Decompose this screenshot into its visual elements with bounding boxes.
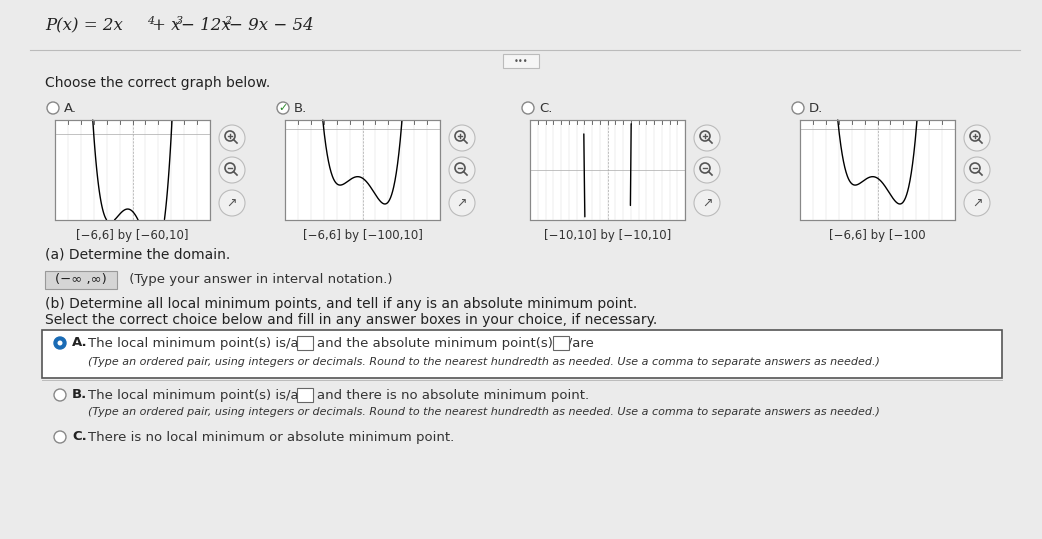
Text: C.: C. [72,431,86,444]
Circle shape [449,157,475,183]
Text: ↗: ↗ [456,197,467,210]
Text: [−6,6] by [−100,10]: [−6,6] by [−100,10] [302,230,422,243]
FancyBboxPatch shape [55,120,210,220]
Text: P(x) = 2x: P(x) = 2x [45,17,123,34]
Text: and the absolute minimum point(s) is/are: and the absolute minimum point(s) is/are [317,336,594,349]
FancyBboxPatch shape [297,336,313,350]
Text: (Type your answer in interval notation.): (Type your answer in interval notation.) [125,273,393,287]
Text: B.: B. [294,101,307,114]
Text: There is no local minimum or absolute minimum point.: There is no local minimum or absolute mi… [88,431,454,444]
Circle shape [792,102,804,114]
Text: B.: B. [72,389,88,402]
Circle shape [964,190,990,216]
Text: A.: A. [64,101,77,114]
Circle shape [694,125,720,151]
Text: (Type an ordered pair, using integers or decimals. Round to the nearest hundredt: (Type an ordered pair, using integers or… [88,407,879,417]
Text: − 9x − 54: − 9x − 54 [229,17,314,34]
Text: .: . [572,336,576,349]
FancyBboxPatch shape [530,120,685,220]
Text: Choose the correct graph below.: Choose the correct graph below. [45,76,270,90]
Circle shape [219,125,245,151]
Text: (a) Determine the domain.: (a) Determine the domain. [45,248,230,262]
Text: [−10,10] by [−10,10]: [−10,10] by [−10,10] [544,230,671,243]
Circle shape [219,190,245,216]
FancyBboxPatch shape [553,336,569,350]
Circle shape [219,157,245,183]
FancyBboxPatch shape [297,388,313,402]
Text: (−∞ ,∞): (−∞ ,∞) [55,273,107,287]
Circle shape [277,102,289,114]
Text: [−6,6] by [−100: [−6,6] by [−100 [829,230,925,243]
Circle shape [449,190,475,216]
Circle shape [54,431,66,443]
FancyBboxPatch shape [45,271,117,289]
Circle shape [522,102,534,114]
Text: 4: 4 [147,16,154,26]
Text: C.: C. [539,101,552,114]
Text: 2: 2 [224,16,231,26]
Text: ✓: ✓ [278,103,288,113]
Text: The local minimum point(s) is/are: The local minimum point(s) is/are [88,336,313,349]
Circle shape [694,157,720,183]
FancyBboxPatch shape [42,330,1002,378]
Text: The local minimum point(s) is/are: The local minimum point(s) is/are [88,389,313,402]
Circle shape [964,157,990,183]
Text: •••: ••• [514,57,528,66]
Circle shape [54,389,66,401]
Text: + x: + x [152,17,180,34]
Circle shape [964,125,990,151]
FancyBboxPatch shape [800,120,956,220]
Text: Select the correct choice below and fill in any answer boxes in your choice, if : Select the correct choice below and fill… [45,313,658,327]
Text: and there is no absolute minimum point.: and there is no absolute minimum point. [317,389,589,402]
Text: (b) Determine all local minimum points, and tell if any is an absolute minimum p: (b) Determine all local minimum points, … [45,297,638,311]
Text: [−6,6] by [−60,10]: [−6,6] by [−60,10] [76,230,189,243]
FancyBboxPatch shape [503,54,539,68]
Text: ↗: ↗ [701,197,713,210]
Text: ↗: ↗ [972,197,983,210]
Text: 3: 3 [176,16,183,26]
Circle shape [694,190,720,216]
Text: ↗: ↗ [227,197,238,210]
Circle shape [57,341,63,345]
Circle shape [54,337,66,349]
Text: A.: A. [72,336,88,349]
Text: D.: D. [809,101,823,114]
FancyBboxPatch shape [286,120,440,220]
Circle shape [449,125,475,151]
Text: (Type an ordered pair, using integers or decimals. Round to the nearest hundredt: (Type an ordered pair, using integers or… [88,357,879,367]
Circle shape [47,102,59,114]
Text: − 12x: − 12x [181,17,230,34]
